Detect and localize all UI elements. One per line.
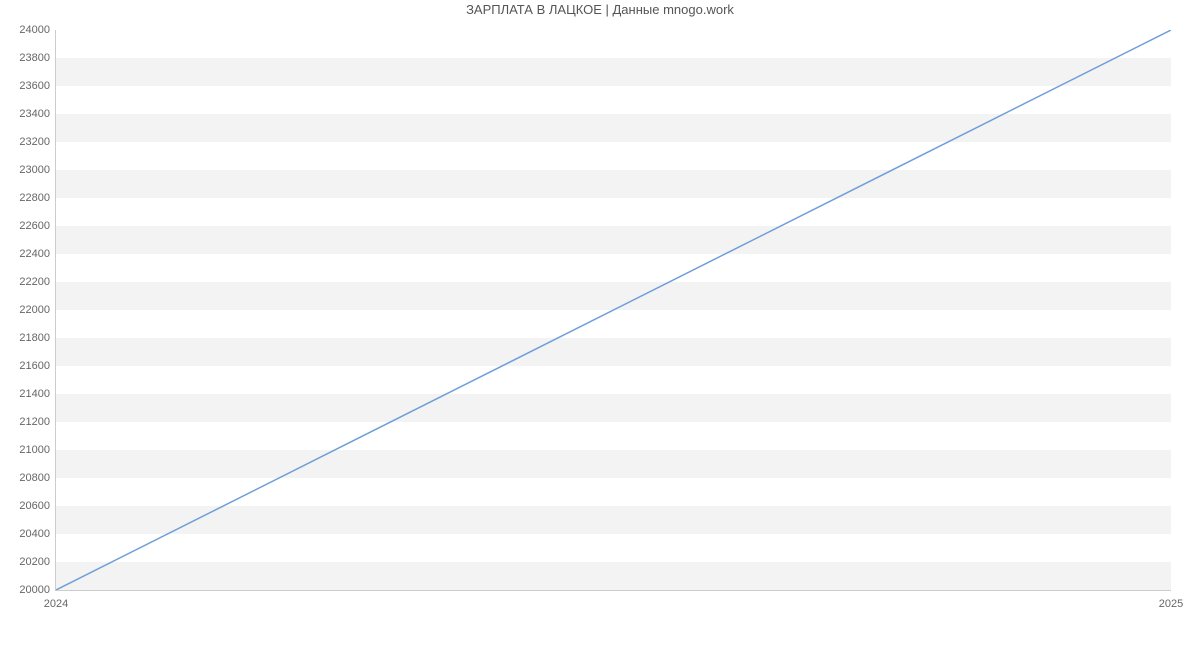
y-tick-label: 20200: [19, 556, 56, 568]
chart-title: ЗАРПЛАТА В ЛАЦКОЕ | Данные mnogo.work: [0, 2, 1200, 17]
y-tick-label: 20800: [19, 472, 56, 484]
y-tick-label: 22400: [19, 248, 56, 260]
series-line: [56, 30, 1171, 590]
y-tick-label: 21800: [19, 332, 56, 344]
salary-chart: ЗАРПЛАТА В ЛАЦКОЕ | Данные mnogo.work 20…: [0, 0, 1200, 620]
y-tick-label: 21200: [19, 416, 56, 428]
y-tick-label: 22800: [19, 192, 56, 204]
y-tick-label: 22600: [19, 220, 56, 232]
y-tick-label: 21600: [19, 360, 56, 372]
y-tick-label: 20400: [19, 528, 56, 540]
y-tick-label: 22200: [19, 276, 56, 288]
plot-area: 2000020200204002060020800210002120021400…: [55, 30, 1171, 591]
y-tick-label: 23400: [19, 108, 56, 120]
y-tick-label: 24000: [19, 24, 56, 36]
y-tick-label: 21400: [19, 388, 56, 400]
y-tick-label: 22000: [19, 304, 56, 316]
y-tick-label: 23600: [19, 80, 56, 92]
x-tick-label: 2024: [44, 590, 68, 610]
y-tick-label: 23000: [19, 164, 56, 176]
y-tick-label: 21000: [19, 444, 56, 456]
y-tick-label: 23800: [19, 52, 56, 64]
x-tick-label: 2025: [1159, 590, 1183, 610]
y-tick-label: 23200: [19, 136, 56, 148]
y-tick-label: 20600: [19, 500, 56, 512]
